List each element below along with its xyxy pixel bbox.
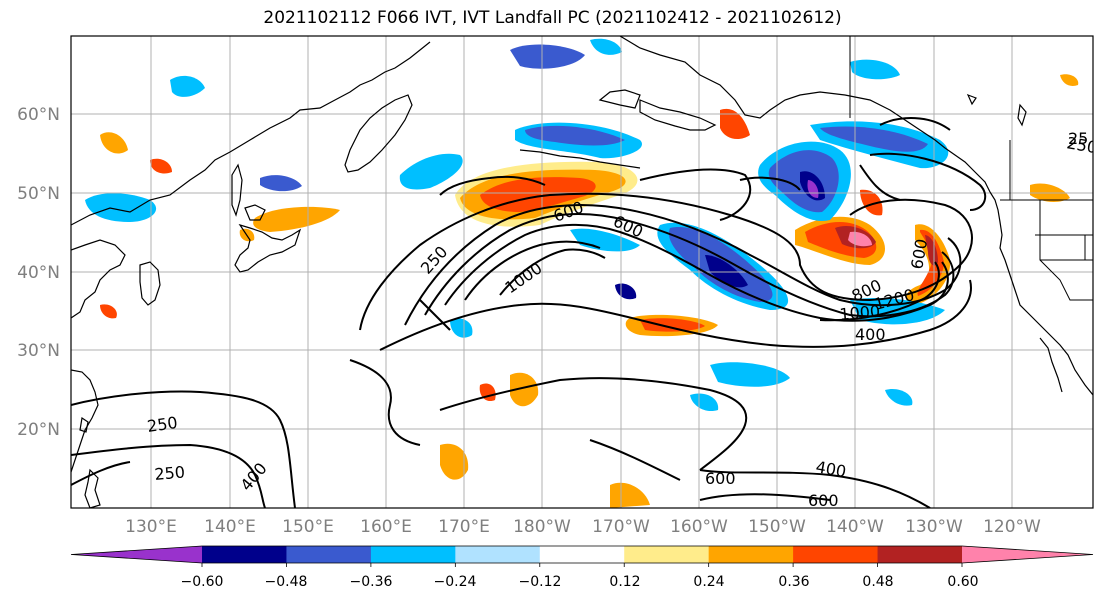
lat-label: 60°N: [17, 105, 60, 125]
longitude-labels: 130°E 140°E 150°E 160°E 170°E 180°W 170°…: [125, 517, 1041, 537]
country-borders: [849, 36, 1093, 301]
colorbar-level: [455, 546, 541, 563]
colorbar: −0.60 −0.48 −0.36 −0.24 −0.12 0.12 0.24 …: [70, 545, 1094, 590]
colorbar-level: [624, 546, 710, 563]
colorbar-extend-max: [962, 546, 1093, 563]
figure-title: 2021102112 F066 IVT, IVT Landfall PC (20…: [263, 8, 842, 28]
lon-label: 150°E: [282, 517, 334, 537]
lon-label: 130°E: [125, 517, 177, 537]
colorbar-tick-label: −0.24: [434, 574, 477, 590]
lat-label: 20°N: [17, 420, 60, 440]
colorbar-tick-label: 0.36: [778, 574, 809, 590]
contour-label: 250: [146, 413, 179, 436]
colorbar-level: [539, 546, 625, 563]
coastlines: [71, 36, 1093, 508]
lon-label: 130°W: [905, 517, 963, 537]
colorbar-level: [708, 546, 794, 563]
lon-label: 140°E: [204, 517, 256, 537]
map-panel: 250 600 600 1000 250 800 1000 1200 400 6…: [71, 36, 1093, 510]
map-border: [70, 35, 1094, 509]
colorbar-tick-label: 0.60: [947, 574, 978, 590]
colorbar-level: [286, 546, 372, 563]
lat-label: 40°N: [17, 263, 60, 283]
colorbar-tick-label: −0.36: [350, 574, 393, 590]
colorbar-tick-labels: −0.60 −0.48 −0.36 −0.24 −0.12 0.12 0.24 …: [181, 574, 979, 590]
lon-label: 170°W: [592, 517, 650, 537]
colorbar-extend-min: [71, 546, 202, 563]
ivt-contours: [71, 117, 987, 508]
colorbar-ticks: [201, 563, 963, 567]
colorbar-tick-label: −0.48: [265, 574, 308, 590]
lon-label: 140°W: [826, 517, 884, 537]
contour-label: 400: [855, 325, 886, 344]
colorbar-level: [877, 546, 963, 563]
colorbar-tick-label: 0.12: [609, 574, 640, 590]
lon-label: 180°W: [513, 517, 571, 537]
colorbar-tick-label: 0.48: [862, 574, 893, 590]
colorbar-tick-label: −0.60: [181, 574, 224, 590]
contour-label: 600: [705, 469, 736, 488]
lon-label: 150°W: [748, 517, 806, 537]
negative-anomaly-patches: [85, 38, 949, 412]
contour-label: 25: [1068, 129, 1088, 148]
lon-label: 160°W: [670, 517, 728, 537]
colorbar-level: [370, 546, 456, 563]
colorbar-tick-label: −0.12: [519, 574, 562, 590]
lon-label: 170°E: [438, 517, 490, 537]
contour-label: 600: [808, 491, 839, 510]
colorbar-blocks: [70, 545, 1094, 564]
lat-label: 50°N: [17, 184, 60, 204]
colorbar-level: [202, 546, 287, 563]
colorbar-level: [793, 546, 879, 563]
lon-label: 120°W: [983, 517, 1041, 537]
contour-label: 1000: [839, 302, 881, 324]
positive-anomaly-patches: [100, 74, 1079, 508]
shaded-patches: [85, 38, 1079, 508]
latitude-labels: 60°N 50°N 40°N 30°N 20°N: [17, 105, 60, 440]
lon-label: 160°E: [360, 517, 412, 537]
contour-label: 250: [154, 462, 186, 484]
colorbar-tick-label: 0.24: [693, 574, 724, 590]
lat-label: 30°N: [17, 341, 60, 361]
